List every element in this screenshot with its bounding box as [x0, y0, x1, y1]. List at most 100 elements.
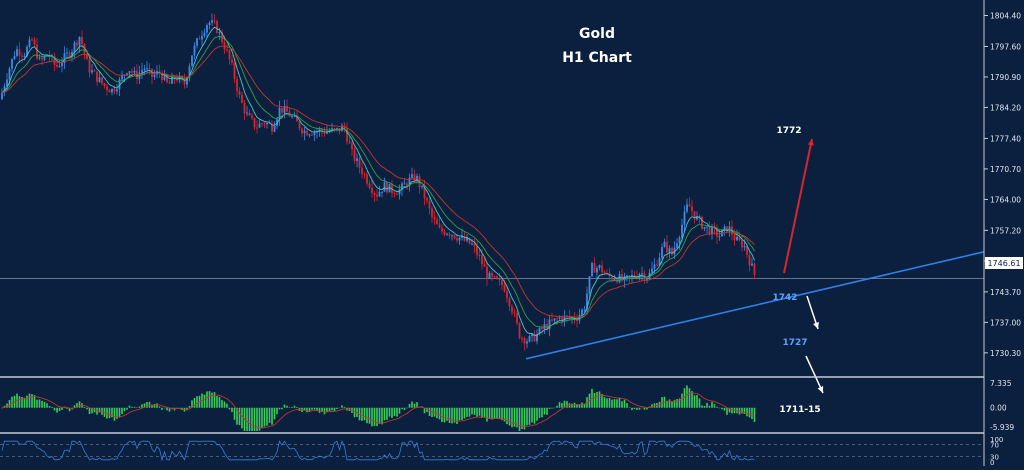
macd-histogram-bar [491, 407, 493, 420]
macd-histogram-bar [596, 391, 598, 408]
macd-histogram-bar [26, 395, 28, 408]
macd-tick-label: 0.00 [990, 404, 1007, 413]
macd-histogram-bar [48, 406, 51, 408]
candle-body [78, 36, 81, 46]
candle-body [558, 317, 561, 319]
support-trendline [525, 251, 985, 360]
macd-histogram-bar [176, 407, 178, 409]
candle-body [61, 62, 63, 67]
macd-histogram-bar [116, 407, 118, 419]
candle-body [431, 208, 433, 218]
macd-histogram-bar [393, 407, 396, 416]
macd-histogram-bar [283, 404, 286, 408]
candle-body [506, 291, 508, 299]
candle-body [583, 309, 586, 311]
candle-body [291, 116, 293, 118]
candle-body [283, 105, 286, 113]
candle-body [238, 91, 241, 95]
macd-histogram-bar [233, 407, 236, 420]
candle-body [163, 74, 166, 80]
candle-body [586, 293, 588, 310]
candle-body [191, 55, 193, 67]
candle-body [493, 276, 496, 278]
macd-histogram-bar [326, 407, 328, 413]
macd-histogram-bar [8, 399, 11, 408]
candle-body [81, 36, 83, 44]
macd-histogram-bar [381, 407, 383, 425]
current-price-badge: 1746.61 [987, 259, 1020, 268]
macd-histogram-bar [426, 407, 428, 413]
candle-body [121, 75, 123, 80]
macd-histogram-bar [361, 407, 363, 421]
candle-body [641, 273, 643, 275]
macd-histogram-bar [471, 407, 473, 415]
candle-body [286, 105, 288, 112]
macd-histogram-bar [541, 407, 543, 418]
candle-body [513, 312, 516, 314]
candle-body [278, 107, 281, 120]
candle-body [356, 158, 358, 161]
macd-histogram-bar [626, 403, 628, 408]
price-tick-label: 1797.60 [990, 42, 1021, 51]
macd-histogram-bar [521, 407, 523, 429]
macd-histogram-bar [203, 394, 206, 408]
macd-histogram-bar [501, 407, 503, 421]
macd-histogram-bar [263, 407, 266, 427]
candle-body [753, 263, 756, 275]
macd-histogram-bar [711, 401, 713, 408]
macd-histogram-bar [693, 395, 696, 408]
candle-body [463, 235, 466, 241]
candle-body [516, 313, 518, 324]
macd-histogram-bar [76, 403, 78, 408]
candle-body [611, 276, 613, 280]
macd-histogram-bar [6, 403, 8, 408]
macd-histogram-bar [571, 403, 573, 408]
macd-histogram-bar [28, 393, 31, 408]
macd-histogram-bar [228, 407, 231, 410]
macd-histogram-bar [573, 402, 576, 408]
candle-body [198, 38, 201, 40]
macd-histogram-bar [206, 391, 208, 408]
macd-histogram-bar [531, 407, 533, 423]
candle-body [26, 46, 28, 56]
macd-histogram-bar [153, 403, 156, 408]
candle-body [681, 224, 683, 238]
candle-body [248, 112, 251, 116]
macd-histogram-bar [156, 403, 158, 408]
macd-histogram-bar [271, 407, 273, 425]
candle-body [153, 74, 156, 78]
macd-histogram-bar [513, 407, 516, 427]
candle-body [296, 115, 298, 122]
candle-body [378, 191, 381, 197]
candle-body [436, 219, 438, 225]
macd-histogram-bar [611, 399, 613, 408]
macd-histogram-bar [68, 407, 71, 412]
macd-histogram-bar [193, 398, 196, 408]
price-tick-label: 1737.00 [990, 318, 1021, 327]
candle-body [53, 55, 56, 65]
macd-histogram-bar [396, 407, 398, 417]
macd-histogram-bar [293, 405, 296, 408]
candle-body [326, 131, 328, 134]
macd-histogram-bar [168, 407, 171, 412]
candle-body [71, 52, 73, 57]
candle-body [368, 183, 371, 188]
macd-histogram-bar [398, 407, 401, 414]
macd-histogram-bar [478, 407, 481, 416]
macd-histogram-bar [753, 407, 756, 422]
price-pane [0, 13, 985, 394]
macd-histogram-bar [706, 402, 708, 408]
macd-histogram-bar [456, 407, 458, 425]
macd-histogram-bar [248, 407, 251, 431]
candle-body [8, 68, 11, 80]
macd-histogram-bar [61, 407, 63, 410]
candle-body [701, 216, 703, 229]
candle-body [83, 43, 86, 54]
macd-histogram-bar [688, 388, 691, 408]
candle-body [496, 276, 498, 279]
macd-histogram-bar [493, 407, 496, 419]
candle-body [741, 239, 743, 248]
stochastic-tick-label: 70 [990, 441, 999, 449]
macd-histogram-bar [338, 407, 341, 409]
